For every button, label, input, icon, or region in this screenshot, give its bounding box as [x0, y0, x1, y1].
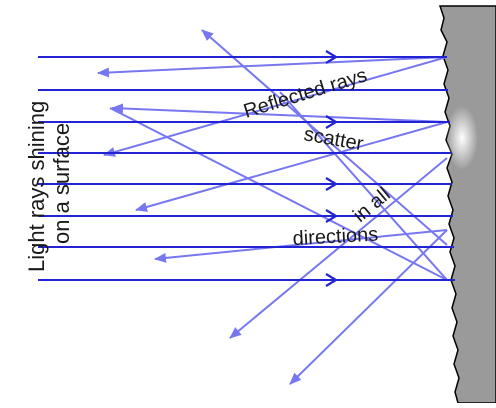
reflected-ray [279, 91, 448, 281]
chevron-right-icon [325, 209, 339, 223]
reflected-ray [289, 229, 448, 385]
reflected-ray [109, 107, 448, 281]
reflected-rays [97, 29, 448, 385]
reflected-ray [201, 29, 448, 246]
chevron-right-icon [325, 115, 339, 129]
scatter-label: scatter [302, 123, 365, 155]
reflected-ray [135, 121, 448, 212]
incident-ray-chevrons [325, 50, 339, 287]
reflected-ray [103, 56, 448, 157]
chevron-right-icon [325, 273, 339, 287]
surface-glow [446, 106, 478, 170]
chevron-right-icon [325, 177, 339, 191]
reflected-ray [111, 103, 448, 123]
reflected-ray [154, 229, 448, 263]
incident-label: Light rays shining on a surface [24, 95, 74, 272]
chevron-right-icon [325, 50, 339, 64]
rough-surface [438, 5, 496, 404]
reflected-rays-label: Reflected rays [241, 64, 370, 122]
incident-rays [38, 56, 455, 281]
directions-label: directions [292, 224, 379, 250]
reflected-ray [97, 56, 448, 78]
